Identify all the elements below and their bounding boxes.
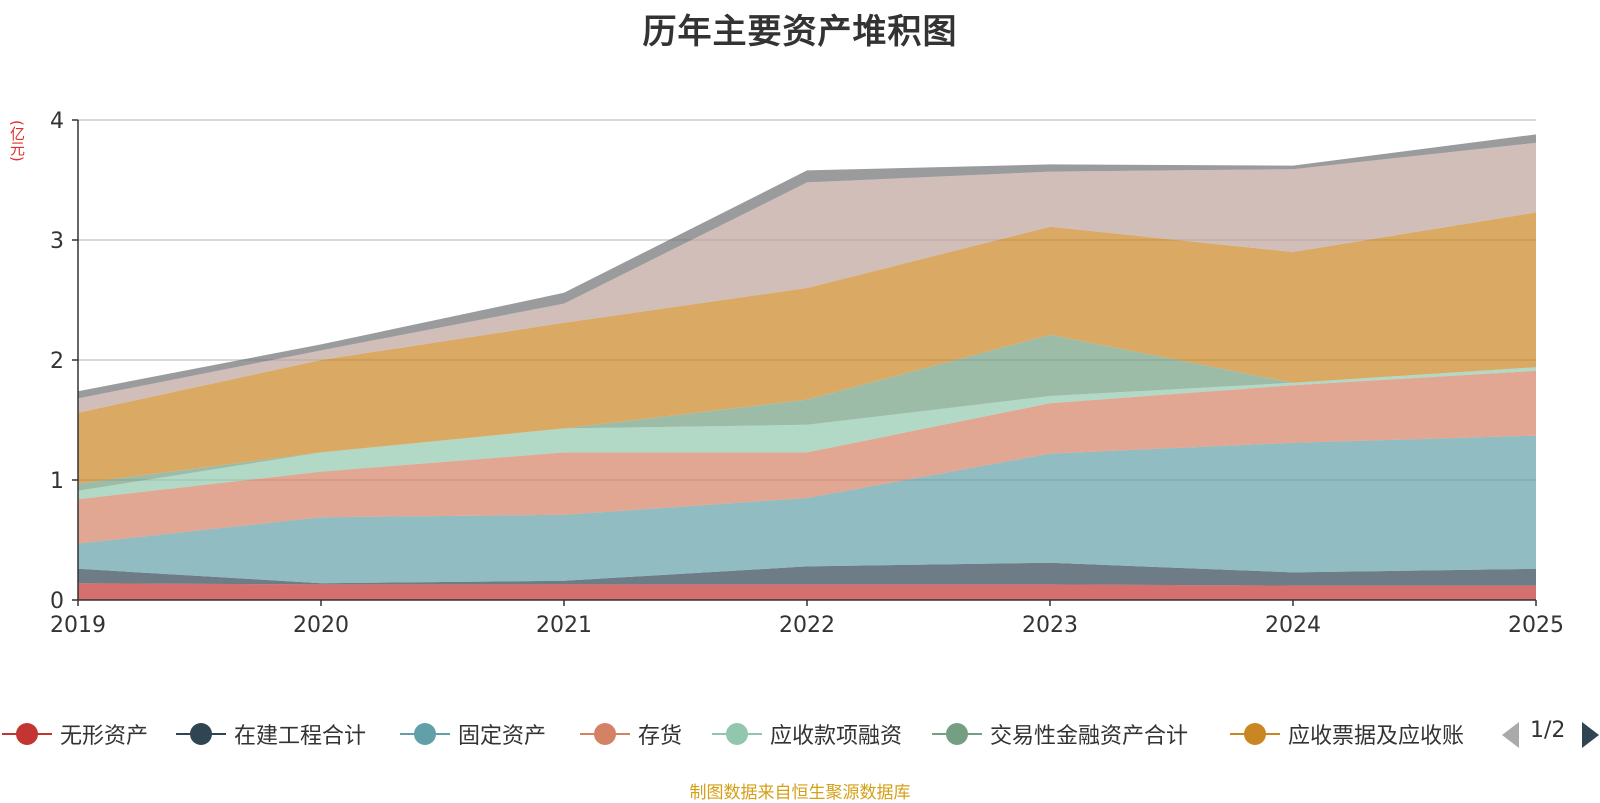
area-series — [78, 142, 1536, 413]
legend-marker-icon — [2, 716, 52, 752]
pager-prev-icon[interactable] — [1502, 722, 1519, 748]
legend-marker-icon — [580, 716, 630, 752]
chart-title: 历年主要资产堆积图 — [642, 12, 958, 52]
legend-item-receivables-financing[interactable]: 应收款项融资 — [712, 716, 902, 752]
legend-marker-icon — [932, 716, 982, 752]
legend-label: 存货 — [638, 724, 683, 749]
x-tick-label: 2024 — [1265, 613, 1321, 638]
area-series — [78, 435, 1536, 584]
legend-label: 应收款项融资 — [770, 724, 903, 749]
area-series — [78, 212, 1536, 484]
legend-marker-icon — [400, 716, 450, 752]
y-tick-label: 2 — [50, 349, 64, 374]
x-tick-label: 2023 — [1022, 613, 1078, 638]
x-tick-label: 2019 — [50, 613, 106, 638]
y-tick-label: 0 — [50, 589, 64, 614]
y-tick-label: 3 — [50, 229, 64, 254]
area-series — [78, 334, 1536, 491]
x-tick-label: 2022 — [779, 613, 835, 638]
legend-item-trading-financial-assets[interactable]: 交易性金融资产合计 — [932, 716, 1188, 752]
y-axis-unit-label: (亿元) — [8, 120, 26, 162]
legend-label: 无形资产 — [60, 724, 149, 749]
legend-pager: 1/2 — [1500, 716, 1600, 752]
legend-item-fixed-assets[interactable]: 固定资产 — [400, 716, 546, 752]
x-tick-label: 2021 — [536, 613, 592, 638]
legend-label: 交易性金融资产合计 — [990, 724, 1189, 749]
area-series — [78, 370, 1536, 544]
source-note: 制图数据来自恒生聚源数据库 — [689, 783, 911, 803]
legend-label: 在建工程合计 — [234, 724, 367, 749]
pager-page-indicator: 1/2 — [1530, 718, 1566, 743]
area-series — [78, 562, 1536, 586]
legend-marker-icon — [712, 716, 762, 752]
legend: 无形资产 在建工程合计 固定资产 存货 应收款项融资 交易性金融资产合计 应收票… — [0, 716, 1600, 752]
pager-next-icon[interactable] — [1582, 722, 1599, 748]
legend-item-intangible-assets[interactable]: 无形资产 — [2, 716, 148, 752]
legend-label: 应收票据及应收账 — [1288, 724, 1465, 749]
area-series — [78, 367, 1536, 500]
area-series — [78, 583, 1536, 600]
x-tick-label: 2020 — [293, 613, 349, 638]
legend-marker-icon — [176, 716, 226, 752]
x-tick-label: 2025 — [1508, 613, 1564, 638]
legend-label: 固定资产 — [458, 724, 547, 749]
y-tick-label: 4 — [50, 109, 64, 134]
legend-item-notes-and-accounts-receivable[interactable]: 应收票据及应收账 — [1230, 716, 1464, 752]
legend-item-inventory[interactable]: 存货 — [580, 716, 682, 752]
legend-item-construction-in-progress[interactable]: 在建工程合计 — [176, 716, 366, 752]
y-tick-label: 1 — [50, 469, 64, 494]
legend-marker-icon — [1230, 716, 1280, 752]
